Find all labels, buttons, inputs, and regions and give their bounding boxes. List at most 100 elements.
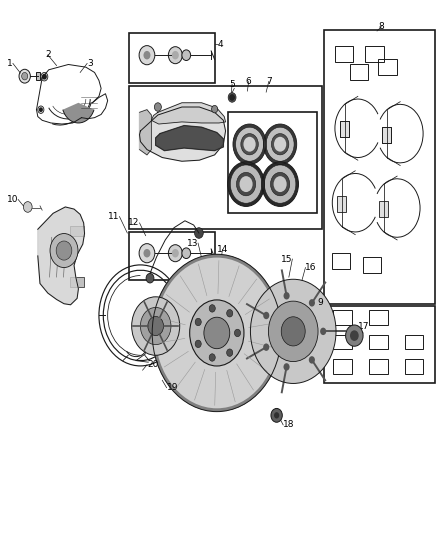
Text: 4: 4 [218,40,223,49]
Circle shape [251,279,336,383]
Circle shape [144,51,150,60]
Text: 10: 10 [7,195,18,204]
Circle shape [139,46,155,64]
Circle shape [240,176,253,192]
Circle shape [146,273,154,283]
Circle shape [281,317,305,346]
Circle shape [194,228,203,238]
Text: 11: 11 [108,212,120,221]
Circle shape [209,354,215,361]
Bar [369,359,388,374]
Circle shape [262,162,298,206]
Text: 12: 12 [128,219,140,228]
Circle shape [226,310,233,317]
Circle shape [234,329,240,337]
Text: 16: 16 [305,263,317,272]
Bar [378,59,397,75]
Circle shape [182,50,191,61]
Text: 20: 20 [147,360,158,369]
Bar [130,232,215,280]
Circle shape [271,172,290,196]
Circle shape [264,124,297,165]
Circle shape [272,134,289,155]
Circle shape [230,165,262,203]
Circle shape [141,308,171,345]
Bar [70,226,84,236]
Circle shape [41,72,48,81]
Circle shape [266,127,294,161]
Circle shape [195,318,201,326]
Text: 14: 14 [217,245,228,254]
Circle shape [320,328,326,335]
Circle shape [226,349,233,357]
Bar [130,86,321,229]
Bar [339,122,349,138]
Bar [350,64,368,80]
Bar [339,122,349,138]
Circle shape [283,363,290,370]
Text: 2: 2 [45,51,51,59]
Text: 9: 9 [317,298,323,307]
Bar [335,46,353,62]
Text: 8: 8 [378,22,384,31]
Circle shape [39,108,42,111]
Circle shape [346,325,363,346]
Circle shape [56,241,72,260]
Circle shape [244,137,256,152]
Bar [333,359,352,374]
Circle shape [132,297,180,356]
Circle shape [274,176,287,192]
Circle shape [309,299,315,306]
Bar [324,306,435,383]
Circle shape [172,249,179,257]
Circle shape [144,249,150,257]
Bar [130,33,215,83]
Circle shape [168,245,182,262]
Circle shape [23,201,32,212]
Bar [363,257,381,273]
Circle shape [274,412,279,418]
Bar [382,127,392,143]
Bar [228,112,317,213]
Circle shape [263,343,269,351]
Circle shape [190,300,244,366]
Circle shape [265,165,296,203]
Polygon shape [140,110,151,155]
Bar [332,253,350,269]
Circle shape [154,103,161,111]
Polygon shape [155,126,223,151]
Circle shape [42,75,46,79]
Polygon shape [140,107,226,161]
Circle shape [139,244,155,263]
Text: 17: 17 [358,321,369,330]
Circle shape [309,356,315,364]
Text: 5: 5 [229,79,235,88]
Circle shape [38,106,44,114]
Bar [333,310,352,325]
Polygon shape [38,207,85,305]
Circle shape [271,408,283,422]
Bar [365,46,384,62]
Circle shape [230,95,234,100]
Circle shape [283,292,290,300]
Circle shape [241,134,258,155]
Text: 19: 19 [166,383,178,392]
Circle shape [182,248,191,259]
Bar [70,277,84,287]
Wedge shape [63,103,94,123]
Bar [379,201,389,217]
Circle shape [236,127,264,161]
Text: 6: 6 [246,77,251,86]
Circle shape [212,106,218,113]
Bar [35,72,40,80]
Bar [405,335,424,350]
Text: 13: 13 [187,239,198,248]
Bar [337,196,346,212]
Circle shape [172,51,179,60]
Circle shape [168,47,182,63]
Polygon shape [151,103,226,124]
Text: 18: 18 [283,421,295,430]
Circle shape [350,330,359,341]
Text: 7: 7 [266,77,272,86]
Bar [405,359,424,374]
